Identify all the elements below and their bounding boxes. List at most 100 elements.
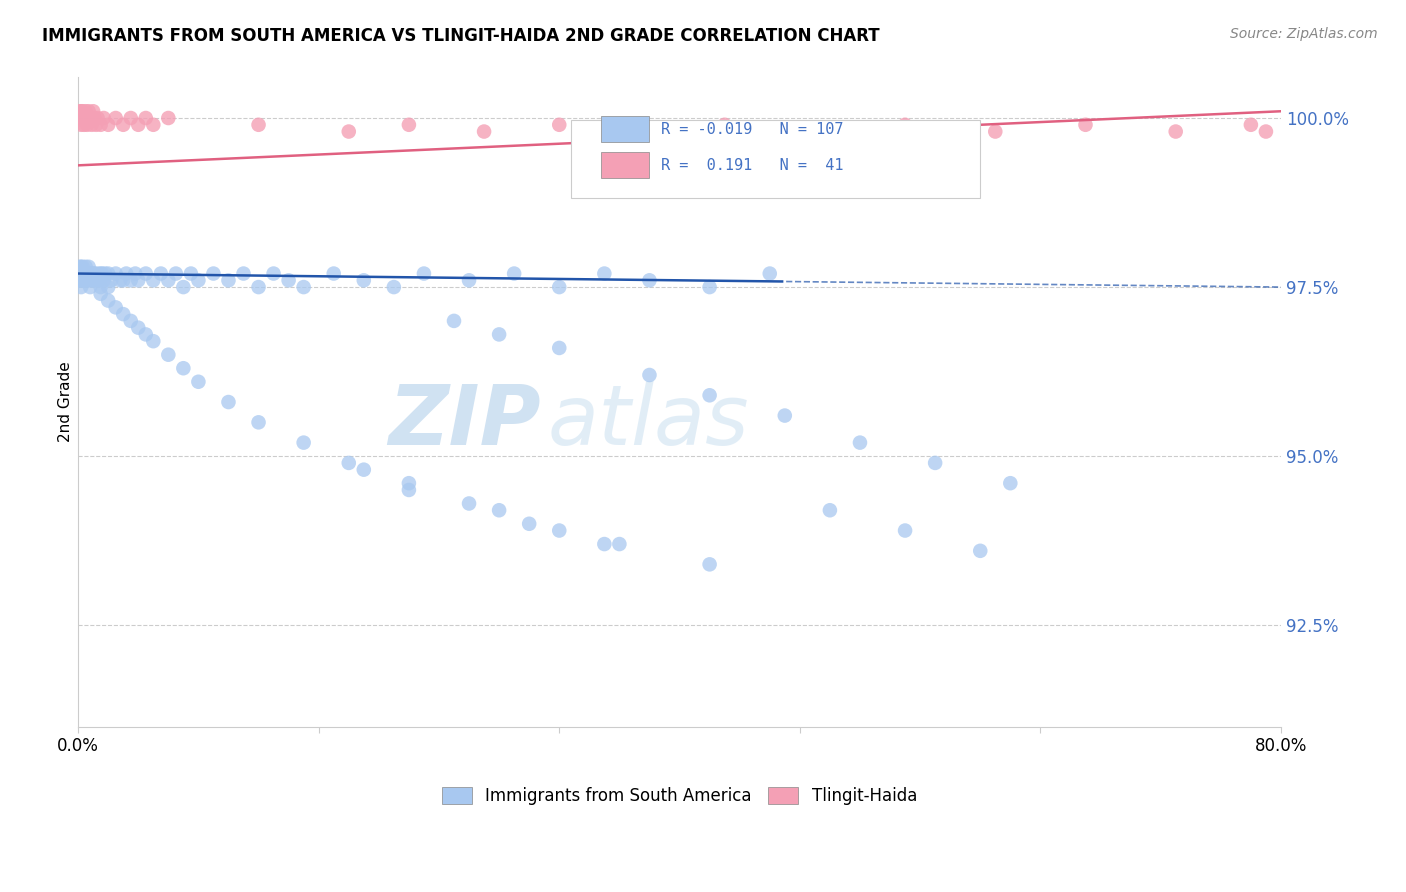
Point: [818, 503, 841, 517]
Point: [79, 280, 101, 294]
Point: [73, 267, 96, 281]
Point: [110, 273, 132, 287]
Point: [337, 124, 360, 138]
Point: [70, 280, 93, 294]
Point: [135, 267, 157, 281]
Point: [93, 111, 115, 125]
Point: [969, 544, 991, 558]
Point: [90, 280, 112, 294]
Point: [924, 456, 946, 470]
Point: [322, 267, 344, 281]
Point: [609, 537, 631, 551]
Point: [593, 267, 616, 281]
Point: [353, 273, 375, 287]
Point: [83, 267, 105, 281]
Point: [76, 273, 98, 287]
Point: [72, 267, 94, 281]
Point: [80, 118, 103, 132]
Point: [247, 118, 270, 132]
Point: [1074, 118, 1097, 132]
Text: R = -0.019   N = 107: R = -0.019 N = 107: [661, 122, 844, 136]
Point: [124, 267, 146, 281]
Point: [187, 273, 209, 287]
Point: [172, 280, 194, 294]
Point: [73, 273, 96, 287]
Point: [135, 111, 157, 125]
Point: [292, 280, 315, 294]
Point: [97, 118, 120, 132]
Point: [232, 267, 254, 281]
Point: [142, 118, 165, 132]
Point: [76, 118, 98, 132]
Point: [984, 124, 1007, 138]
Point: [77, 104, 100, 119]
Point: [773, 409, 796, 423]
Point: [73, 118, 96, 132]
Point: [894, 118, 917, 132]
Point: [849, 435, 872, 450]
Point: [548, 280, 571, 294]
FancyBboxPatch shape: [602, 153, 650, 178]
Point: [80, 273, 103, 287]
Point: [517, 516, 540, 531]
Point: [79, 111, 101, 125]
Point: [157, 273, 180, 287]
Point: [1254, 124, 1277, 138]
Point: [82, 267, 104, 281]
Point: [75, 104, 97, 119]
Point: [217, 395, 239, 409]
Point: [180, 267, 202, 281]
Point: [112, 118, 135, 132]
Point: [127, 320, 149, 334]
Point: [638, 368, 661, 382]
Point: [398, 476, 420, 491]
Point: [593, 537, 616, 551]
Point: [70, 267, 93, 281]
Point: [69, 111, 91, 125]
Point: [157, 111, 180, 125]
Point: [804, 124, 827, 138]
Point: [97, 267, 120, 281]
Point: [458, 273, 481, 287]
Point: [77, 273, 100, 287]
Point: [80, 267, 103, 281]
Point: [699, 558, 721, 572]
Point: [97, 280, 120, 294]
Point: [89, 273, 111, 287]
Point: [84, 118, 107, 132]
Point: [86, 267, 108, 281]
Point: [120, 314, 142, 328]
Point: [79, 267, 101, 281]
Point: [758, 267, 780, 281]
Point: [82, 273, 104, 287]
Point: [91, 267, 114, 281]
Point: [112, 273, 135, 287]
Point: [172, 361, 194, 376]
Point: [157, 348, 180, 362]
Point: [548, 524, 571, 538]
Point: [292, 435, 315, 450]
Point: [104, 111, 127, 125]
Point: [353, 463, 375, 477]
Point: [443, 314, 465, 328]
Point: [149, 267, 172, 281]
Point: [94, 267, 117, 281]
Point: [135, 327, 157, 342]
Point: [120, 273, 142, 287]
Point: [90, 118, 112, 132]
Point: [72, 260, 94, 274]
Point: [83, 111, 105, 125]
Point: [72, 104, 94, 119]
Point: [75, 111, 97, 125]
Point: [75, 273, 97, 287]
Point: [699, 280, 721, 294]
Point: [458, 496, 481, 510]
Point: [1164, 124, 1187, 138]
Point: [263, 267, 285, 281]
Point: [127, 118, 149, 132]
Text: ZIP: ZIP: [388, 381, 541, 462]
Point: [337, 456, 360, 470]
Point: [713, 118, 735, 132]
Point: [69, 267, 91, 281]
Point: [104, 301, 127, 315]
